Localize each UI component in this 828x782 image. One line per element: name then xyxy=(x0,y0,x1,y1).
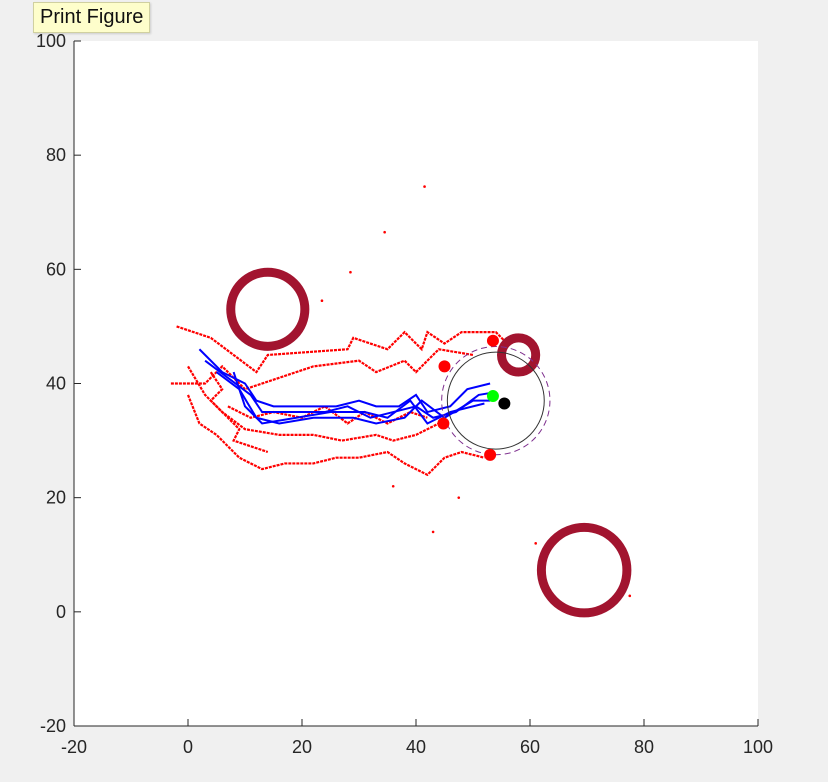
red-scan-line-0 xyxy=(176,325,508,374)
y-ticks: -20 0 20 40 60 80 100 xyxy=(36,31,81,736)
y-tick-label: 80 xyxy=(46,145,66,165)
red-stray-point-5 xyxy=(457,496,461,499)
x-ticks: -20 0 20 40 60 80 100 xyxy=(61,719,773,757)
obstacle-ring-0 xyxy=(226,267,310,351)
blue-trajectory-3 xyxy=(232,371,485,425)
red-stray-point-7 xyxy=(534,542,537,545)
red-marker-1 xyxy=(438,360,451,373)
y-tick-label: -20 xyxy=(40,716,66,736)
markers xyxy=(437,334,511,461)
red-scan-line-2 xyxy=(186,394,485,477)
red-scan-line-5 xyxy=(209,371,269,454)
y-tick-label: 100 xyxy=(36,31,66,51)
red-stray-point-1 xyxy=(383,230,386,234)
red-stray-point-0 xyxy=(423,185,426,188)
blue-trajectories xyxy=(198,348,496,425)
obstacle-ring-1 xyxy=(496,333,541,377)
x-tick-label: 0 xyxy=(183,737,193,757)
print-figure-tooltip: Print Figure xyxy=(33,2,151,33)
red-marker-0 xyxy=(486,334,499,347)
obstacles xyxy=(226,267,632,618)
red-stray-point-2 xyxy=(349,270,352,274)
red-stray-point-8 xyxy=(628,594,632,598)
red-marker-3 xyxy=(484,448,497,461)
red-stray-point-3 xyxy=(320,299,324,303)
x-tick-label: -20 xyxy=(61,737,87,757)
x-tick-label: 20 xyxy=(292,737,312,757)
red-scan-line-4 xyxy=(227,405,428,425)
y-tick-label: 60 xyxy=(46,259,66,279)
x-tick-label: 60 xyxy=(520,737,540,757)
x-tick-label: 40 xyxy=(406,737,426,757)
y-tick-label: 20 xyxy=(46,488,66,508)
robot-marker xyxy=(498,397,511,410)
y-tick-label: 0 xyxy=(56,602,66,622)
red-marker-2 xyxy=(437,417,450,430)
x-tick-label: 100 xyxy=(743,737,773,757)
red-stray-point-6 xyxy=(431,530,435,534)
sensor-circle xyxy=(446,351,545,450)
y-tick-label: 40 xyxy=(46,374,66,394)
red-stray-point-4 xyxy=(391,484,395,488)
obstacle-ring-2 xyxy=(536,522,632,618)
goal-marker xyxy=(486,390,499,403)
x-tick-label: 80 xyxy=(634,737,654,757)
